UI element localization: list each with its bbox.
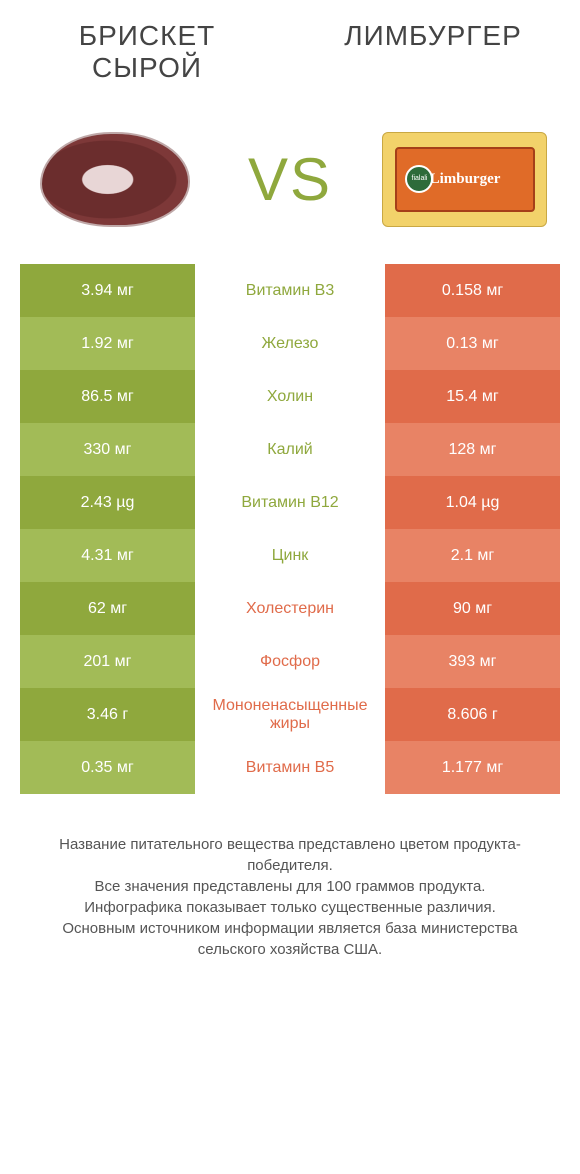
right-value-cell: 1.177 мг (385, 741, 560, 794)
titles-row: БРИСКЕТ СЫРОЙ ЛИМБУРГЕР (0, 20, 580, 104)
table-row: 62 мгХолестерин90 мг (20, 582, 560, 635)
nutrient-name-cell: Фосфор (195, 635, 385, 688)
nutrient-name-cell: Витамин B12 (195, 476, 385, 529)
footnote-line: Название питательного вещества представл… (30, 834, 550, 876)
cheese-brand-text: Limburger (430, 171, 501, 188)
right-value-cell: 15.4 мг (385, 370, 560, 423)
footnote-block: Название питательного вещества представл… (0, 794, 580, 960)
nutrient-name-cell: Железо (195, 317, 385, 370)
left-value-cell: 4.31 мг (20, 529, 195, 582)
left-value-cell: 0.35 мг (20, 741, 195, 794)
left-value-cell: 62 мг (20, 582, 195, 635)
nutrient-name-cell: Витамин B5 (195, 741, 385, 794)
footnote-line: Инфографика показывает только существенн… (30, 897, 550, 918)
left-value-cell: 86.5 мг (20, 370, 195, 423)
right-value-cell: 0.158 мг (385, 264, 560, 317)
right-product-title: ЛИМБУРГЕР (316, 20, 550, 84)
footnote-line: Основным источником информации является … (30, 918, 550, 960)
table-row: 2.43 µgВитамин B121.04 µg (20, 476, 560, 529)
right-value-cell: 90 мг (385, 582, 560, 635)
right-product-image: fialali Limburger (380, 124, 550, 234)
table-row: 3.46 гМононенасыщенные жиры8.606 г (20, 688, 560, 741)
right-value-cell: 8.606 г (385, 688, 560, 741)
left-value-cell: 1.92 мг (20, 317, 195, 370)
nutrient-name-cell: Холин (195, 370, 385, 423)
nutrient-name-cell: Холестерин (195, 582, 385, 635)
left-product-title: БРИСКЕТ СЫРОЙ (30, 20, 264, 84)
cheese-logo-circle: fialali (405, 165, 433, 193)
right-value-cell: 0.13 мг (385, 317, 560, 370)
nutrient-name-cell: Витамин B3 (195, 264, 385, 317)
right-value-cell: 2.1 мг (385, 529, 560, 582)
brisket-meat-icon (40, 132, 190, 227)
left-product-image (30, 124, 200, 234)
table-row: 0.35 мгВитамин B51.177 мг (20, 741, 560, 794)
left-value-cell: 3.46 г (20, 688, 195, 741)
table-row: 3.94 мгВитамин B30.158 мг (20, 264, 560, 317)
nutrient-name-cell: Калий (195, 423, 385, 476)
left-value-cell: 3.94 мг (20, 264, 195, 317)
table-row: 86.5 мгХолин15.4 мг (20, 370, 560, 423)
right-value-cell: 393 мг (385, 635, 560, 688)
table-row: 1.92 мгЖелезо0.13 мг (20, 317, 560, 370)
nutrient-name-cell: Мононенасыщенные жиры (195, 688, 385, 741)
nutrient-name-cell: Цинк (195, 529, 385, 582)
left-value-cell: 201 мг (20, 635, 195, 688)
comparison-table: 3.94 мгВитамин B30.158 мг1.92 мгЖелезо0.… (20, 264, 560, 794)
left-value-cell: 330 мг (20, 423, 195, 476)
vs-label: VS (248, 145, 332, 214)
right-value-cell: 128 мг (385, 423, 560, 476)
right-value-cell: 1.04 µg (385, 476, 560, 529)
table-row: 4.31 мгЦинк2.1 мг (20, 529, 560, 582)
table-row: 201 мгФосфор393 мг (20, 635, 560, 688)
table-row: 330 мгКалий128 мг (20, 423, 560, 476)
limburger-package-icon: fialali Limburger (382, 132, 547, 227)
images-row: VS fialali Limburger (0, 104, 580, 264)
left-value-cell: 2.43 µg (20, 476, 195, 529)
footnote-line: Все значения представлены для 100 граммо… (30, 876, 550, 897)
